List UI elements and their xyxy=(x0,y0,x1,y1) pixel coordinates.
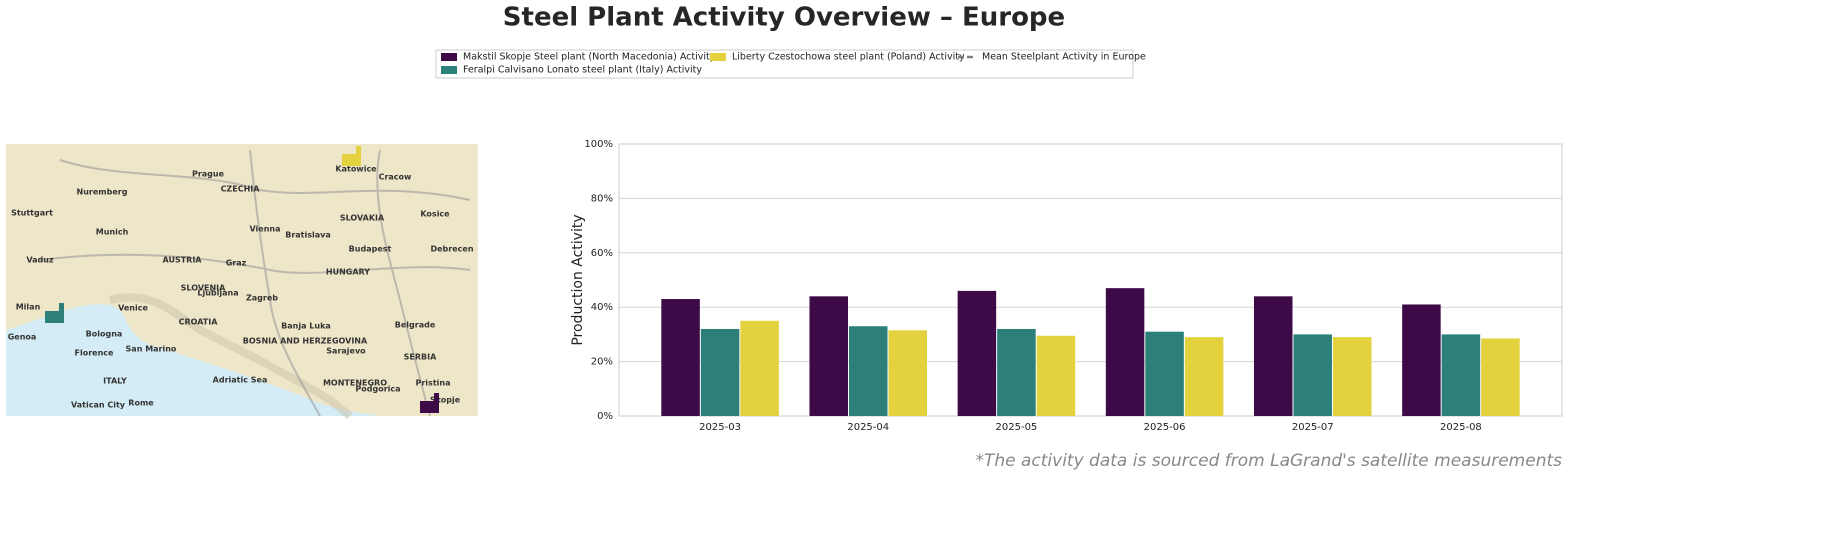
map-label: MONTENEGRO xyxy=(323,379,387,388)
map-label: CROATIA xyxy=(179,318,219,327)
bar xyxy=(1481,338,1520,416)
map-label: Katowice xyxy=(335,165,377,174)
x-tick-label: 2025-06 xyxy=(1144,422,1186,433)
map-label: Skopje xyxy=(430,396,461,405)
map-label: Pristina xyxy=(416,379,451,388)
map-label: Graz xyxy=(226,259,247,268)
map-label: Florence xyxy=(75,349,115,358)
map-label: Budapest xyxy=(349,245,392,254)
bar xyxy=(1105,288,1145,416)
map-label: Venice xyxy=(118,304,148,313)
map-label: Banja Luka xyxy=(281,322,331,331)
y-tick-label: 20% xyxy=(591,357,613,368)
map-label: Munich xyxy=(96,228,129,237)
map-label: Sarajevo xyxy=(326,347,366,356)
map-label: Ljubljana xyxy=(197,289,238,298)
bar xyxy=(997,328,1036,416)
legend-swatch xyxy=(710,53,726,61)
bar xyxy=(1036,335,1076,416)
map-label: Vienna xyxy=(249,225,280,234)
chart-title: Steel Plant Activity Overview – Europe xyxy=(503,3,1065,33)
plant-icon xyxy=(59,303,64,323)
map-coast xyxy=(109,293,353,420)
x-tick-label: 2025-03 xyxy=(699,422,741,433)
map-label: Bologna xyxy=(86,330,123,339)
map-borders xyxy=(39,149,471,417)
map-label: SLOVAKIA xyxy=(340,214,385,223)
map-label: SLOVENIA xyxy=(181,284,226,293)
map-label: Kosice xyxy=(420,210,450,219)
bar xyxy=(1253,296,1293,416)
map-label: Vaduz xyxy=(26,256,54,265)
bar xyxy=(888,330,928,416)
plant-icon xyxy=(420,401,434,413)
bar xyxy=(957,290,997,416)
map-label: Milan xyxy=(16,303,41,312)
map-label: Stuttgart xyxy=(11,209,53,218)
x-tick-label: 2025-08 xyxy=(1440,422,1482,433)
plant-icon xyxy=(434,393,439,413)
map-label: ITALY xyxy=(103,377,127,386)
map-label: Vatican City xyxy=(71,401,126,410)
x-tick-label: 2025-05 xyxy=(996,422,1038,433)
map-label: CZECHIA xyxy=(221,185,261,194)
bar xyxy=(740,320,779,416)
bar xyxy=(848,326,888,416)
legend-swatch xyxy=(441,66,457,74)
y-tick-label: 60% xyxy=(591,248,613,259)
bar xyxy=(1184,337,1224,416)
map-label: Belgrade xyxy=(395,321,436,330)
map-label: Rome xyxy=(128,399,154,408)
y-tick-label: 40% xyxy=(591,302,613,313)
bar xyxy=(1333,337,1372,416)
map-label: Podgorica xyxy=(355,385,400,394)
y-tick-label: 0% xyxy=(597,411,613,422)
map-label: Genoa xyxy=(8,333,37,342)
bar xyxy=(1145,331,1184,416)
bar xyxy=(1441,334,1481,416)
map-label: BOSNIA AND HERZEGOVINA xyxy=(243,337,368,346)
plant-icon xyxy=(342,154,356,166)
legend-label: Mean Steelplant Activity in Europe xyxy=(982,52,1146,63)
map-label: HUNGARY xyxy=(326,268,370,277)
map-label: Debrecen xyxy=(430,245,473,254)
x-tick-label: 2025-07 xyxy=(1292,422,1334,433)
legend-box xyxy=(435,49,1134,79)
y-tick-label: 100% xyxy=(584,139,613,150)
y-axis-label: Production Activity xyxy=(570,214,586,345)
legend-swatch xyxy=(441,53,457,61)
map-label: AUSTRIA xyxy=(163,256,203,265)
map-label: Cracow xyxy=(379,173,412,182)
map-label: San Marino xyxy=(126,345,177,354)
plot-frame xyxy=(618,143,1563,417)
plant-icon xyxy=(45,311,59,323)
bar xyxy=(809,296,848,416)
x-tick-label: 2025-04 xyxy=(847,422,889,433)
footnote: *The activity data is sourced from LaGra… xyxy=(975,451,1562,471)
map-label: Adriatic Sea xyxy=(213,376,268,385)
legend-label: Feralpi Calvisano Lonato steel plant (It… xyxy=(463,65,702,76)
bar xyxy=(1293,334,1333,416)
map-label: Nuremberg xyxy=(77,188,128,197)
bar xyxy=(661,299,700,416)
map-label: SERBIA xyxy=(404,353,437,362)
plant-icon xyxy=(356,146,361,166)
map-sea xyxy=(6,304,380,416)
map-label: Bratislava xyxy=(285,231,331,240)
bar xyxy=(1402,304,1441,416)
y-tick-label: 80% xyxy=(591,193,613,204)
legend-label: Makstil Skopje Steel plant (North Macedo… xyxy=(463,52,716,63)
bar xyxy=(700,328,740,416)
legend-label: Liberty Czestochowa steel plant (Poland)… xyxy=(732,52,965,63)
map-label: Prague xyxy=(192,170,225,179)
map-label: Zagreb xyxy=(246,294,278,303)
